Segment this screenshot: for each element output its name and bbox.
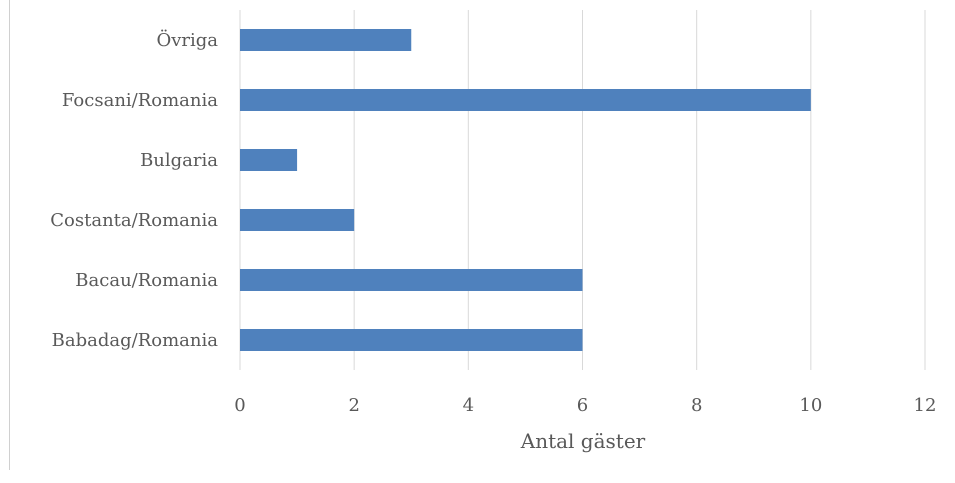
category-label: Övriga [156, 28, 218, 51]
category-label: Focsani/Romania [62, 90, 218, 111]
x-tick-label: 12 [914, 395, 937, 416]
chart-frame-border [9, 0, 10, 470]
x-tick-label: 6 [577, 395, 588, 416]
category-labels: Övriga Focsani/Romania Bulgaria Costanta/Ro… [50, 28, 218, 351]
x-tick-label: 4 [463, 395, 474, 416]
gridlines [239, 10, 926, 370]
bar [240, 209, 355, 231]
x-tick-labels: 0 2 4 6 8 10 12 [234, 395, 936, 416]
bar [240, 149, 298, 171]
bar [240, 89, 811, 111]
bar [240, 329, 583, 351]
bars [240, 29, 811, 351]
x-tick-label: 0 [234, 395, 245, 416]
category-label: Bacau/Romania [75, 270, 218, 291]
bar [240, 269, 583, 291]
category-label: Babadag/Romania [52, 330, 219, 351]
bar [240, 29, 412, 51]
x-axis-title: Antal gäster [520, 429, 646, 453]
x-tick-label: 8 [691, 395, 702, 416]
category-label: Costanta/Romania [50, 210, 218, 231]
category-label: Bulgaria [140, 150, 218, 171]
x-tick-label: 10 [799, 395, 822, 416]
x-tick-label: 2 [348, 395, 359, 416]
